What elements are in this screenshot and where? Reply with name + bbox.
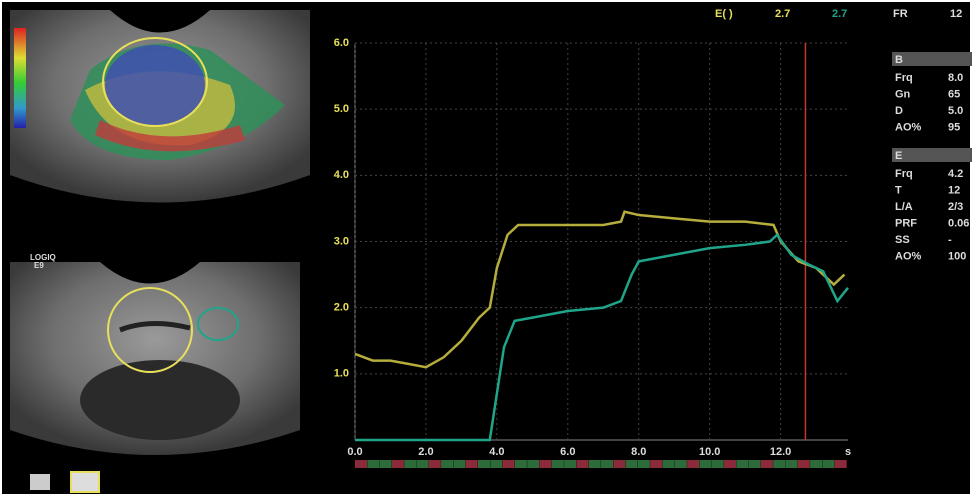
y-tick-label: 1.0 xyxy=(334,368,349,380)
param-value: 8.0 xyxy=(948,72,963,84)
param-label: Frq xyxy=(895,72,913,84)
y-tick-label: 5.0 xyxy=(334,103,349,115)
bmode-image xyxy=(10,262,300,455)
param-value: - xyxy=(948,234,952,246)
param-value: 12 xyxy=(948,184,960,196)
status-strip xyxy=(687,460,699,468)
status-strip xyxy=(515,460,527,468)
roi-icon[interactable] xyxy=(71,472,99,492)
status-strip xyxy=(626,460,638,468)
x-unit: s xyxy=(845,446,851,458)
param-label: T xyxy=(895,184,902,196)
param-value: 12 xyxy=(950,8,962,20)
x-tick-label: 4.0 xyxy=(489,446,504,458)
status-strip xyxy=(601,460,613,468)
readout-yellow: 2.7 xyxy=(775,8,790,20)
status-strip xyxy=(613,460,625,468)
status-strip xyxy=(822,460,834,468)
status-strip xyxy=(367,460,379,468)
param-label: D xyxy=(895,105,903,117)
status-strip xyxy=(490,460,502,468)
param-label: Frq xyxy=(895,168,913,180)
status-strip xyxy=(552,460,564,468)
status-strip xyxy=(675,460,687,468)
status-strip xyxy=(503,460,515,468)
status-strip xyxy=(638,460,650,468)
status-strip xyxy=(773,460,785,468)
status-strip xyxy=(761,460,773,468)
section-title: E xyxy=(895,150,902,162)
param-label: SS xyxy=(895,234,910,246)
status-strip xyxy=(712,460,724,468)
x-tick-label: 10.0 xyxy=(699,446,720,458)
y-tick-label: 2.0 xyxy=(334,302,349,314)
status-strip xyxy=(786,460,798,468)
model-label: E9 xyxy=(34,261,44,270)
y-tick-label: 4.0 xyxy=(334,169,349,181)
status-strip xyxy=(736,460,748,468)
status-strip xyxy=(527,460,539,468)
param-label: L/A xyxy=(895,201,913,213)
status-strip xyxy=(798,460,810,468)
elastogram-image xyxy=(10,10,310,203)
status-strip xyxy=(699,460,711,468)
status-strip xyxy=(650,460,662,468)
param-value: 0.06 xyxy=(948,217,969,229)
param-value: 65 xyxy=(948,88,960,100)
param-value: 95 xyxy=(948,121,960,133)
status-strip xyxy=(355,460,367,468)
param-label: PRF xyxy=(895,217,917,229)
param-value: 100 xyxy=(948,250,966,262)
param-label: AO% xyxy=(895,121,922,133)
section-bar xyxy=(892,52,972,66)
param-value: 2/3 xyxy=(948,201,963,213)
section-title: B xyxy=(895,54,903,66)
status-strip xyxy=(392,460,404,468)
status-strip xyxy=(478,460,490,468)
x-tick-label: 8.0 xyxy=(631,446,646,458)
x-tick-label: 6.0 xyxy=(560,446,575,458)
screen: LOGIQ E9 E( ) 2.7 2.7 FR12BFrq8.0Gn65D5.… xyxy=(0,0,972,496)
param-value: 5.0 xyxy=(948,105,963,117)
status-strip xyxy=(380,460,392,468)
status-strip xyxy=(417,460,429,468)
header-label: E( ) xyxy=(715,8,733,20)
param-label: Gn xyxy=(895,88,911,100)
status-strip xyxy=(404,460,416,468)
param-label: AO% xyxy=(895,250,922,262)
status-strip xyxy=(540,460,552,468)
status-strip xyxy=(466,460,478,468)
status-strip xyxy=(724,460,736,468)
status-strip xyxy=(835,460,847,468)
status-strip xyxy=(810,460,822,468)
x-tick-label: 2.0 xyxy=(418,446,433,458)
section-bar xyxy=(892,148,972,162)
status-strip xyxy=(453,460,465,468)
image-icon[interactable] xyxy=(30,474,50,490)
status-strip xyxy=(429,460,441,468)
status-strip xyxy=(749,460,761,468)
param-value: 4.2 xyxy=(948,168,963,180)
y-tick-label: 6.0 xyxy=(334,37,349,49)
status-strip xyxy=(441,460,453,468)
param-label: FR xyxy=(893,8,908,20)
status-strip xyxy=(564,460,576,468)
status-strip xyxy=(663,460,675,468)
status-strip xyxy=(589,460,601,468)
y-tick-label: 3.0 xyxy=(334,235,349,247)
x-tick-label: 12.0 xyxy=(770,446,791,458)
readout-teal: 2.7 xyxy=(832,8,847,20)
status-strip xyxy=(576,460,588,468)
x-tick-label: 0.0 xyxy=(347,446,362,458)
